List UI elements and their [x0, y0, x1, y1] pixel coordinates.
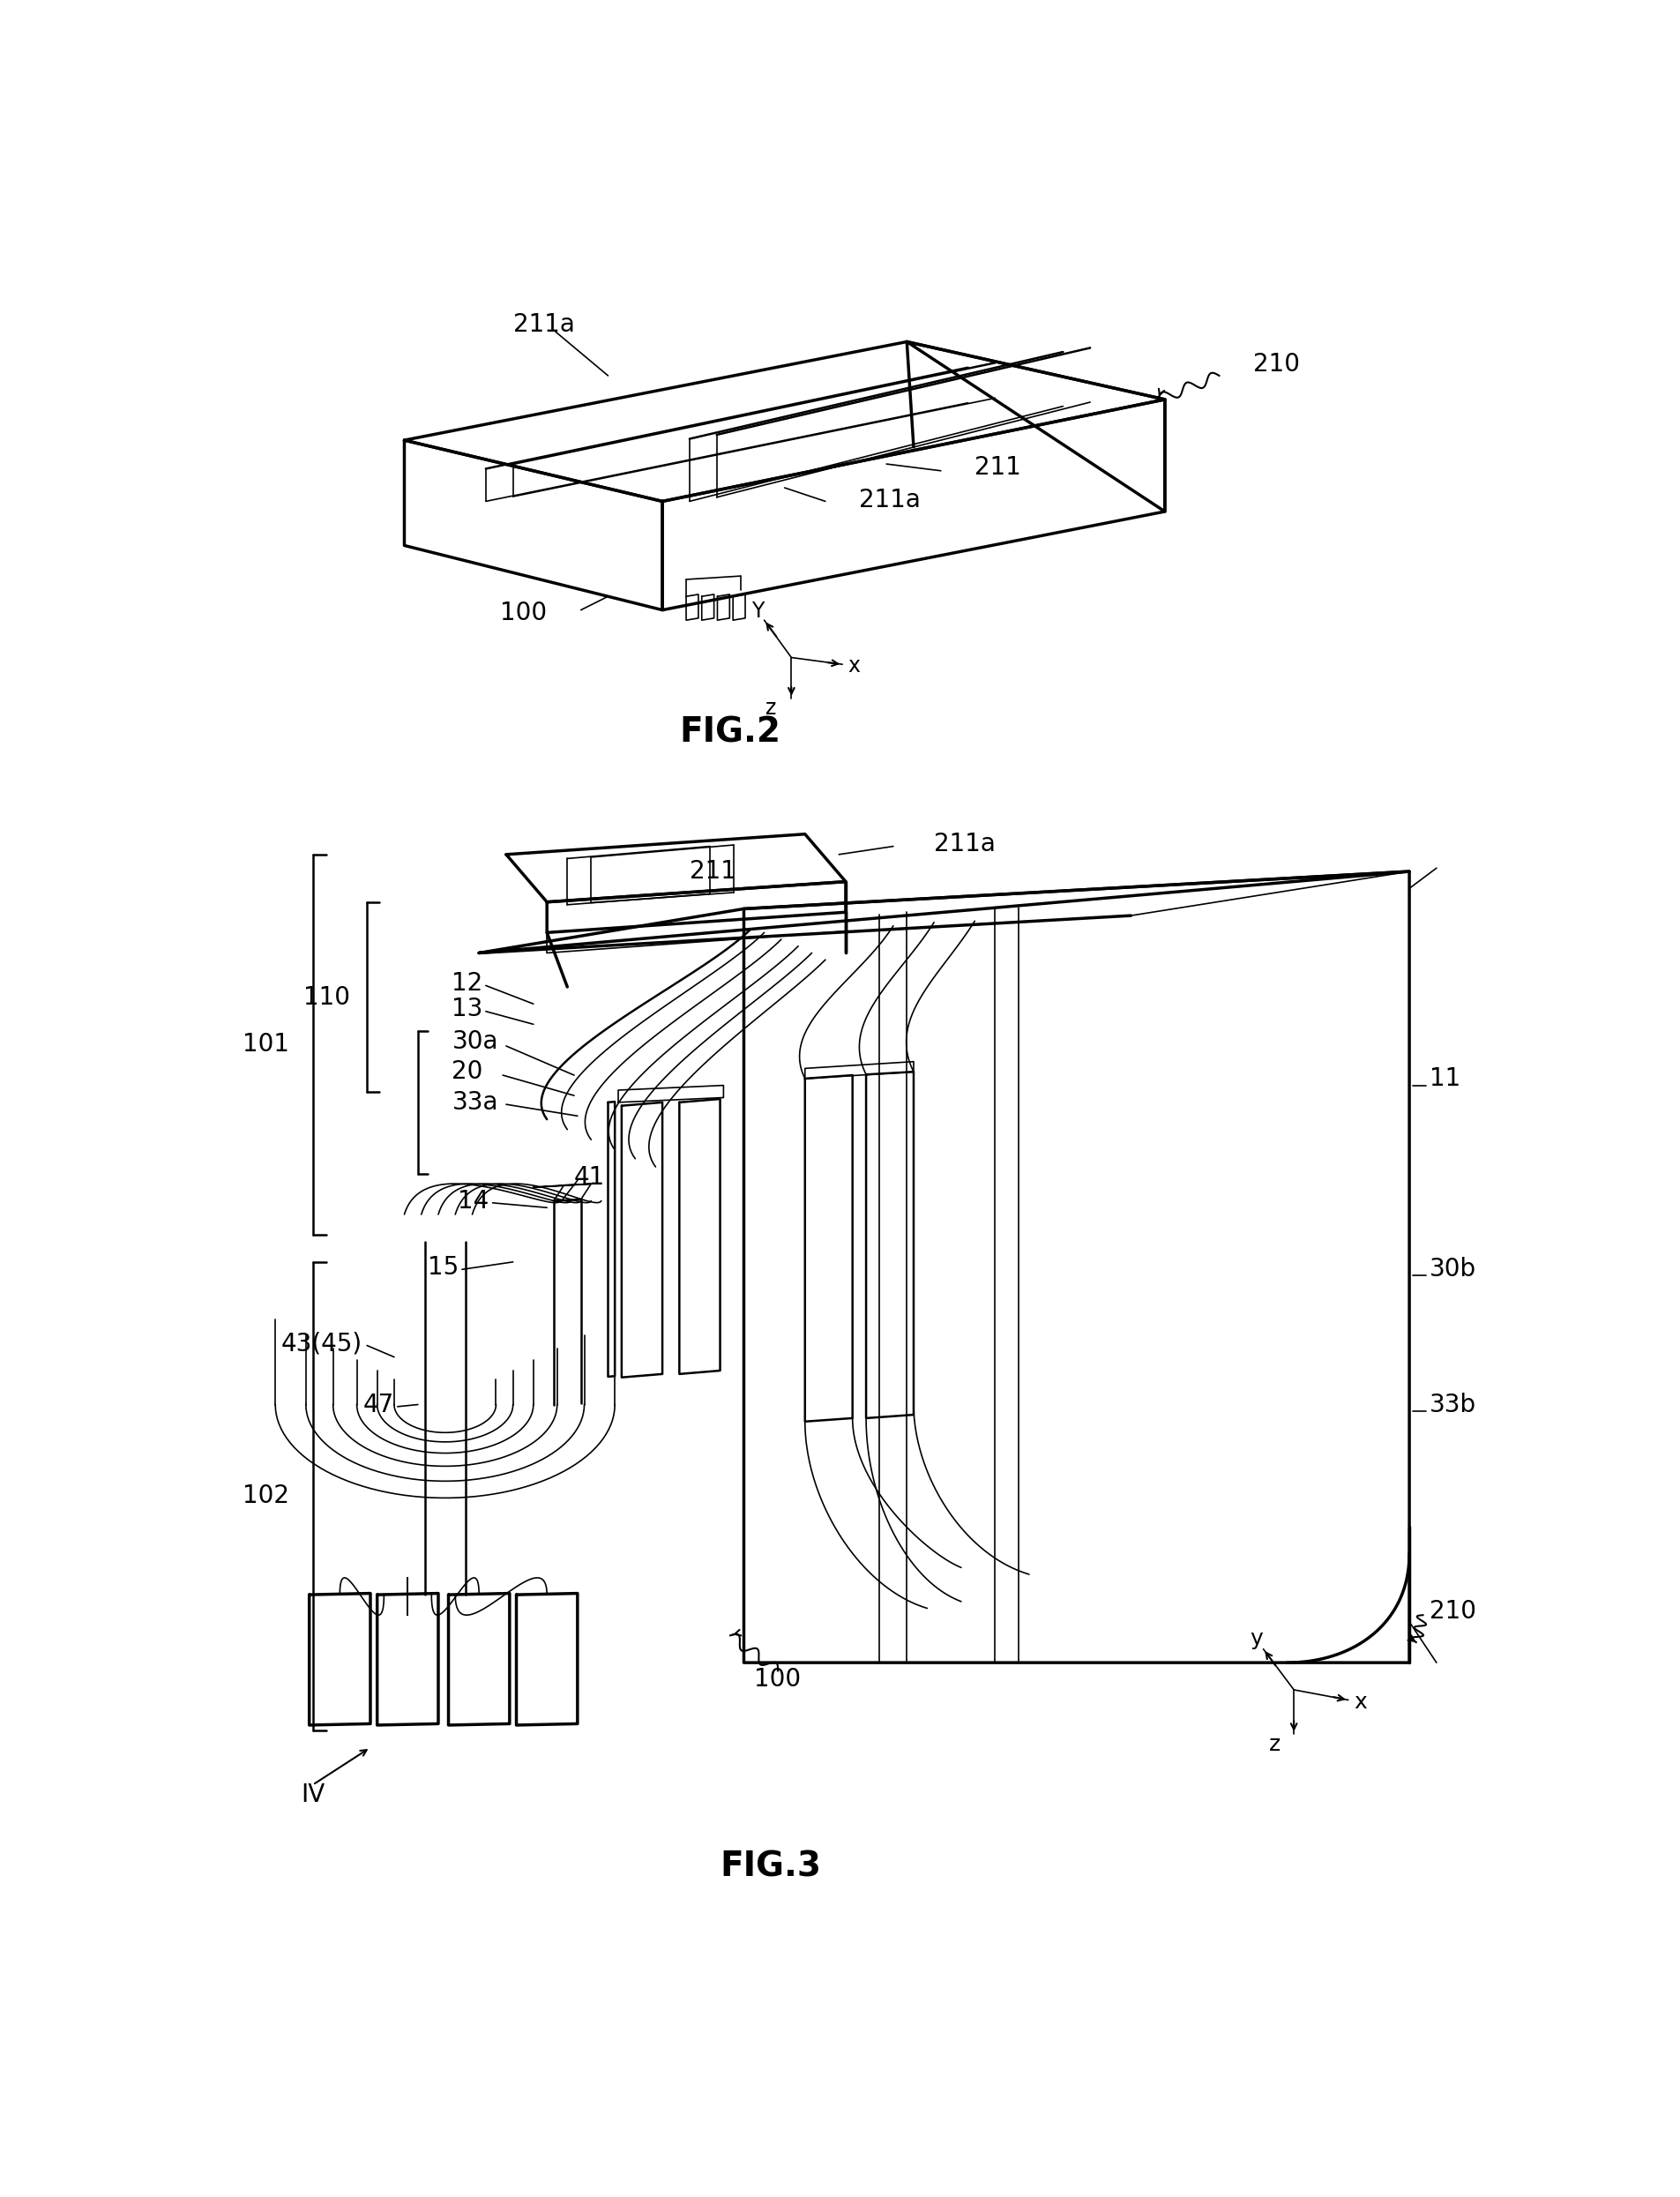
- Text: 211a: 211a: [934, 833, 996, 857]
- Text: 110: 110: [304, 984, 349, 1008]
- Text: 101: 101: [242, 1033, 289, 1057]
- Text: z: z: [766, 699, 776, 718]
- Text: 211a: 211a: [858, 488, 921, 512]
- Text: z: z: [1268, 1733, 1280, 1755]
- Text: FIG.3: FIG.3: [721, 1850, 822, 1883]
- Text: 47: 47: [363, 1393, 395, 1417]
- Text: x: x: [1354, 1692, 1368, 1714]
- Text: 33b: 33b: [1430, 1393, 1477, 1417]
- Text: 210: 210: [1430, 1599, 1477, 1624]
- Text: 211a: 211a: [512, 312, 575, 336]
- Text: 20: 20: [452, 1059, 484, 1083]
- Text: 14: 14: [459, 1189, 489, 1213]
- Text: 43(45): 43(45): [281, 1331, 363, 1356]
- Text: 41: 41: [575, 1164, 605, 1189]
- Text: Y: Y: [751, 600, 764, 622]
- Text: IV: IV: [301, 1782, 324, 1808]
- Text: x: x: [848, 655, 860, 677]
- Text: 211: 211: [689, 859, 736, 883]
- Text: 210: 210: [1253, 352, 1300, 376]
- Text: 15: 15: [428, 1254, 459, 1279]
- Text: 100: 100: [501, 602, 548, 626]
- Text: 30b: 30b: [1430, 1257, 1477, 1281]
- Text: 13: 13: [452, 997, 482, 1022]
- Text: 100: 100: [754, 1668, 801, 1692]
- Text: 30a: 30a: [452, 1028, 499, 1055]
- Text: 11: 11: [1430, 1066, 1462, 1092]
- Text: FIG.2: FIG.2: [680, 716, 781, 749]
- Text: 12: 12: [452, 971, 482, 995]
- Text: 33a: 33a: [452, 1090, 499, 1114]
- Text: y: y: [1250, 1628, 1263, 1650]
- Text: 211: 211: [974, 455, 1021, 479]
- Text: 102: 102: [242, 1483, 289, 1509]
